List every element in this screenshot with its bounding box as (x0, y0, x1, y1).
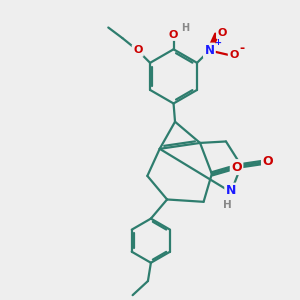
Text: N: N (204, 44, 214, 57)
Text: +: + (214, 38, 221, 47)
Text: H: H (223, 200, 232, 210)
Text: -: - (239, 42, 244, 55)
Text: H: H (181, 23, 189, 33)
Text: O: O (169, 30, 178, 40)
Text: O: O (229, 50, 239, 60)
Text: O: O (133, 46, 142, 56)
Text: O: O (218, 28, 227, 38)
Text: N: N (226, 184, 236, 197)
Text: O: O (262, 155, 273, 168)
Text: O: O (231, 160, 242, 174)
